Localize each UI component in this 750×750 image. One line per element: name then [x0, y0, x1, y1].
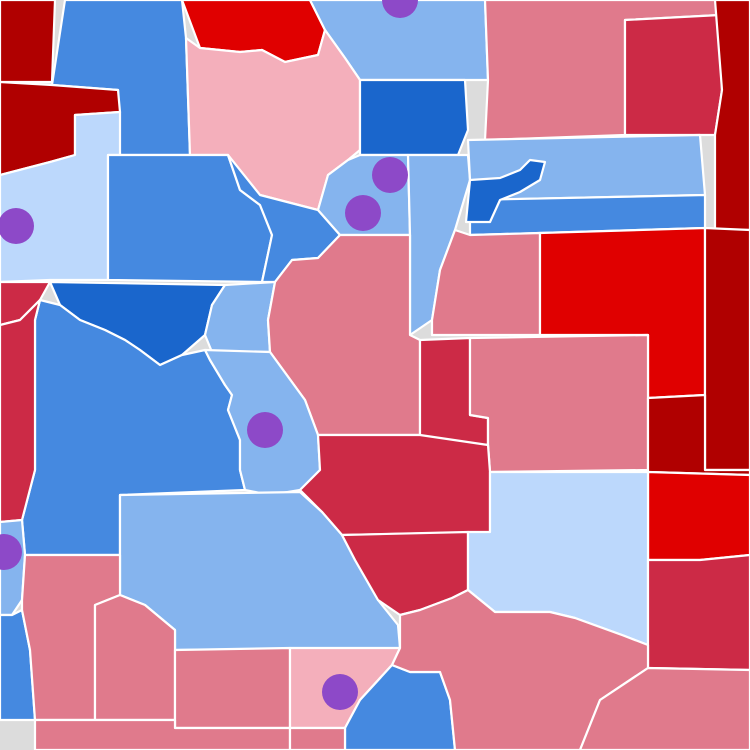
southeast-pink-bottom[interactable] — [578, 666, 750, 750]
marker-south[interactable] — [322, 674, 358, 710]
nw-corner[interactable] — [0, 0, 57, 84]
marker-metro-1[interactable] — [372, 157, 408, 193]
marker-metro-2[interactable] — [345, 195, 381, 231]
pink-mid-east[interactable] — [430, 228, 542, 337]
marker-sw-edge[interactable] — [0, 534, 22, 570]
east-dark-blue-small[interactable] — [464, 158, 547, 224]
north-dark-blue[interactable] — [358, 78, 470, 157]
marker-center[interactable] — [247, 412, 283, 448]
pink-se[interactable] — [468, 333, 650, 474]
bottom-strip-left-2[interactable] — [288, 726, 347, 750]
marker-top[interactable] — [382, 0, 418, 18]
northeast-red[interactable] — [623, 13, 724, 137]
far-east-red-top[interactable] — [713, 0, 750, 232]
southeast-corner-red[interactable] — [646, 553, 750, 672]
sw-pink-3[interactable] — [173, 646, 292, 730]
far-east-red-long[interactable] — [703, 226, 750, 472]
marker-west[interactable] — [0, 208, 34, 244]
southeast-red[interactable] — [646, 470, 750, 562]
